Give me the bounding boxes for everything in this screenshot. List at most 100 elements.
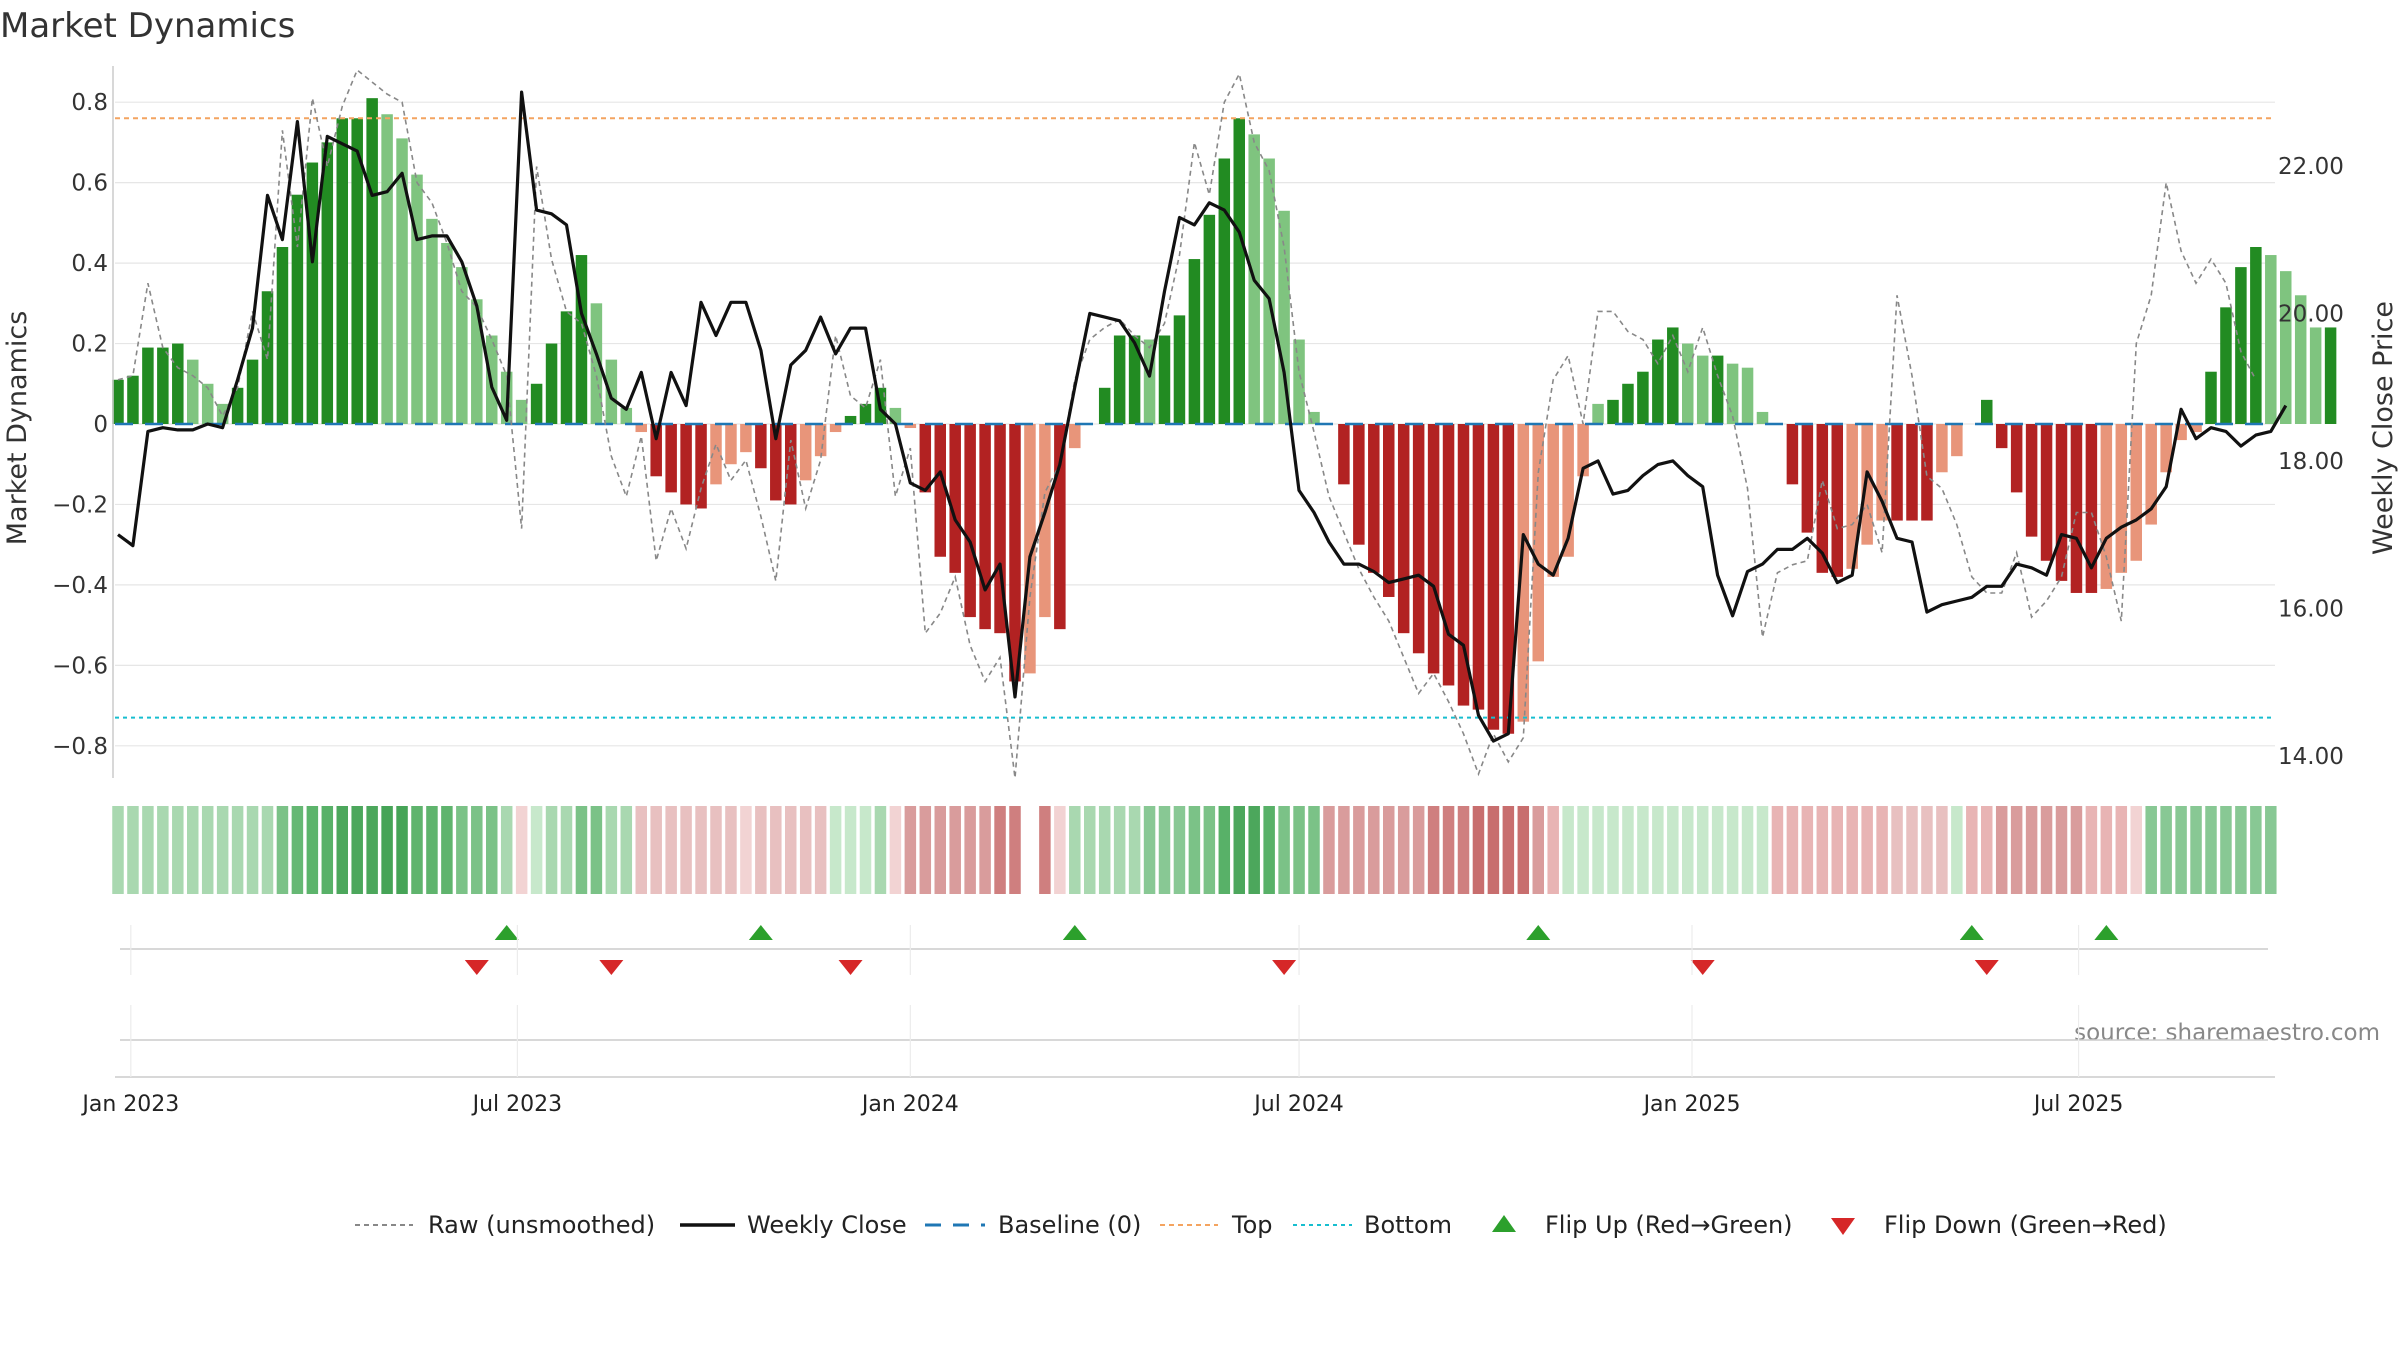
strip-cell — [456, 806, 468, 894]
strip-cell — [1741, 806, 1754, 894]
strip-cell — [321, 806, 334, 894]
dynamics-bar — [2205, 371, 2217, 424]
left-tick-label: 0 — [93, 412, 108, 438]
strip-cell — [1502, 806, 1515, 894]
x-axis: Jan 2023 Jul 2023 Jan 2024 Jul 2024 Jan 2025… — [80, 925, 2275, 1117]
dynamics-bar — [1069, 424, 1081, 449]
strip-cell — [560, 806, 573, 894]
strip-cell — [2220, 806, 2232, 894]
dynamics-bar — [456, 267, 468, 424]
dynamics-bar — [1891, 424, 1903, 521]
strip-cell — [1383, 806, 1395, 894]
strip-cell — [1622, 806, 1634, 894]
dynamics-bar — [396, 138, 408, 425]
strip-cell — [276, 806, 289, 894]
strip-cell — [2235, 806, 2247, 894]
strip-cell — [1188, 806, 1201, 894]
dynamics-bar — [680, 424, 692, 505]
strip-cell — [755, 806, 767, 894]
strip-cell — [411, 806, 423, 894]
strip-cell — [2250, 806, 2262, 894]
dynamics-bar — [172, 343, 184, 424]
strip-cell — [1547, 806, 1559, 894]
dynamics-bar — [530, 383, 543, 424]
strip-cell — [545, 806, 558, 894]
dynamics-bar — [755, 424, 767, 469]
left-tick-label: −0.2 — [52, 492, 108, 518]
strip-cell — [1682, 806, 1694, 894]
left-tick-label: 0.6 — [71, 171, 108, 197]
strip-cell — [934, 806, 946, 894]
dynamics-bar — [590, 303, 603, 424]
strip-cell — [1801, 806, 1814, 894]
chart-title: Market Dynamics — [0, 6, 295, 46]
strip-cell — [1696, 806, 1709, 894]
flip-up-marker — [2094, 925, 2119, 940]
strip-cell — [1995, 806, 2008, 894]
strip-cell — [889, 806, 902, 894]
strip-cell — [1308, 806, 1320, 894]
strip-cell — [2010, 806, 2023, 894]
dynamics-bar — [112, 379, 124, 424]
dynamics-bar — [635, 424, 647, 433]
strip-cell — [1637, 806, 1649, 894]
strip-cell — [2055, 806, 2068, 894]
dynamics-bar — [291, 194, 304, 424]
strip-cell — [471, 806, 483, 894]
strip-cell — [1113, 806, 1126, 894]
strip-cell — [2100, 806, 2113, 894]
strip-cell — [1936, 806, 1948, 894]
strip-cell — [142, 806, 154, 894]
strip-cell — [1966, 806, 1978, 894]
legend: Raw (unsmoothed) Weekly Close Baseline (0)… — [355, 1211, 2167, 1239]
dynamics-bar — [216, 403, 229, 424]
flip-markers — [120, 925, 2268, 975]
strip-cell — [515, 806, 528, 894]
strip-cell — [2115, 806, 2128, 894]
strip-cell — [426, 806, 438, 894]
legend-label: Raw (unsmoothed) — [428, 1211, 655, 1239]
dynamics-bar — [411, 174, 423, 424]
dynamics-bar — [1726, 363, 1739, 424]
flip-down-marker — [1974, 960, 1999, 975]
left-tick-label: −0.8 — [52, 734, 108, 760]
strip-cell — [859, 806, 872, 894]
dynamics-bar — [2115, 424, 2128, 573]
strip-cell — [650, 806, 662, 894]
dynamics-bar — [336, 118, 348, 424]
dynamics-bar — [1308, 411, 1320, 424]
strip-cell — [1906, 806, 1918, 894]
dynamics-bar — [1682, 343, 1694, 424]
dynamics-bar — [471, 299, 483, 424]
strip-cell — [814, 806, 827, 894]
strip-cell — [1667, 806, 1679, 894]
dynamics-bar — [1054, 424, 1066, 630]
weekly-close-line — [117, 90, 2288, 743]
strip-cell — [1054, 806, 1066, 894]
strip-cell — [1039, 806, 1051, 894]
strip-cell — [1203, 806, 1216, 894]
x-tick-label: Jul 2024 — [1252, 1092, 1344, 1117]
dynamics-bar — [1009, 424, 1021, 682]
dynamics-bar — [142, 347, 154, 424]
strip-cell — [919, 806, 932, 894]
dynamics-bar — [904, 424, 917, 429]
strip-cell — [1158, 806, 1171, 894]
strip-cell — [964, 806, 976, 894]
strip-cell — [2145, 806, 2157, 894]
left-tick-label: −0.4 — [52, 573, 108, 599]
dynamics-bar — [650, 424, 662, 477]
strip-cell — [1218, 806, 1231, 894]
strip-cell — [979, 806, 991, 894]
dynamics-bar — [1577, 424, 1589, 477]
strip-cell — [1442, 806, 1455, 894]
flip-down-marker — [1272, 960, 1297, 975]
dynamics-bar — [1995, 424, 2008, 449]
strip-cell — [1487, 806, 1500, 894]
strip-cell — [1652, 806, 1664, 894]
flip-down-marker — [599, 960, 624, 975]
strip-cell — [1756, 806, 1769, 894]
x-tick-label: Jul 2025 — [2032, 1092, 2124, 1117]
strip-cell — [1233, 806, 1245, 894]
